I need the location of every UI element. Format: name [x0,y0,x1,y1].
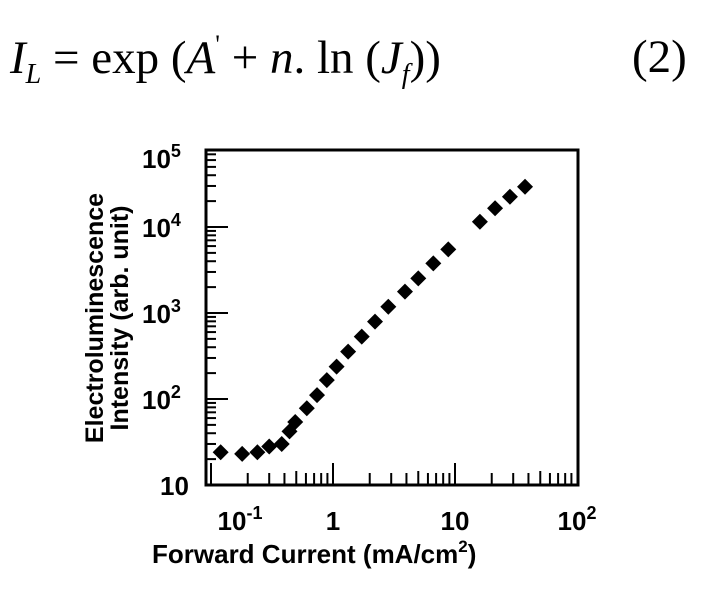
x-axis-label: Forward Current (mA/cm2) [152,537,476,569]
eq-open: ( [170,32,187,84]
data-point [501,188,518,205]
x-tick-label: 102 [558,503,597,536]
data-point [380,298,397,315]
eq-plus: + [231,32,259,84]
data-point [212,444,229,461]
eq-n: n [269,32,294,84]
data-point [309,387,326,404]
tick-labels: 10-1 1 10 102 10 102 103 104 105 [142,141,596,536]
x-tick-label: 1 [326,506,340,536]
eq-lhs: I [10,32,26,84]
eq-close: )) [409,32,441,84]
data-point [410,270,427,287]
y-axis-label-line1: Electroluminescence [81,193,109,443]
data-point [367,313,384,330]
eq-open2: ( [365,32,381,84]
x-tick-label: 10 [441,506,470,536]
eq-prime: ' [215,30,220,59]
data-point [517,178,534,195]
data-point [440,241,457,258]
data-point [328,358,345,375]
plot-frame [204,148,580,487]
data-point [298,400,315,417]
eq-j: J [380,32,402,84]
y-tick-label: 102 [142,382,181,415]
eq-a: A [186,32,216,84]
eq-equals: = [52,32,80,84]
equation-number: (2) [632,31,687,83]
eq-lhs-sub: L [25,59,42,90]
y-tick-label: 104 [142,210,181,243]
y-axis-label-line2: Intensity (arb. unit) [106,206,134,431]
eq-func: exp [91,32,160,84]
data-point [249,444,266,461]
data-point [287,414,304,431]
equation: IL = exp (A' + n. ln (Jf)) [10,30,441,91]
x-tick-label: 10-1 [218,503,263,536]
data-point [487,200,504,217]
data-point [318,372,335,389]
data-point [273,435,290,452]
data-point [261,438,278,455]
y-tick-label: 10 [160,471,189,501]
eq-j-sub: f [401,59,410,90]
eq-ln: . ln [293,32,354,84]
data-point [471,213,488,230]
data-points [212,178,534,462]
y-tick-label: 103 [142,296,181,329]
y-tick-label: 105 [142,141,181,174]
axis-ticks [206,153,573,486]
data-point [396,283,413,300]
data-point [234,445,251,462]
data-point [353,328,370,345]
data-point [425,255,442,272]
data-point [340,343,357,360]
